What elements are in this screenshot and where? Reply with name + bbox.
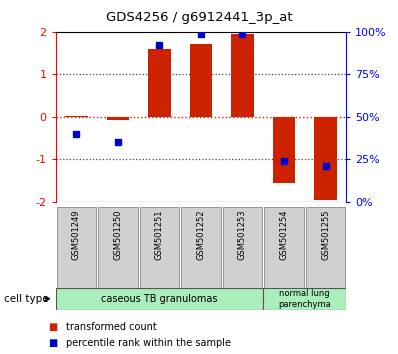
Bar bbox=[273, 117, 295, 183]
Bar bbox=[314, 117, 337, 200]
Text: caseous TB granulomas: caseous TB granulomas bbox=[101, 294, 218, 304]
FancyBboxPatch shape bbox=[140, 207, 179, 288]
Bar bbox=[107, 117, 129, 120]
Text: GSM501255: GSM501255 bbox=[321, 210, 330, 260]
FancyBboxPatch shape bbox=[306, 207, 345, 288]
Bar bbox=[189, 44, 213, 117]
Text: transformed count: transformed count bbox=[66, 322, 156, 332]
Bar bbox=[231, 34, 254, 117]
FancyBboxPatch shape bbox=[264, 207, 304, 288]
FancyBboxPatch shape bbox=[181, 207, 221, 288]
Text: GDS4256 / g6912441_3p_at: GDS4256 / g6912441_3p_at bbox=[106, 11, 292, 24]
Text: GSM501249: GSM501249 bbox=[72, 210, 81, 260]
FancyBboxPatch shape bbox=[57, 207, 96, 288]
FancyBboxPatch shape bbox=[263, 288, 346, 310]
Text: percentile rank within the sample: percentile rank within the sample bbox=[66, 338, 231, 348]
Text: normal lung
parenchyma: normal lung parenchyma bbox=[278, 289, 331, 309]
Bar bbox=[65, 116, 88, 117]
Text: GSM501250: GSM501250 bbox=[113, 210, 123, 260]
Text: GSM501253: GSM501253 bbox=[238, 210, 247, 260]
FancyBboxPatch shape bbox=[222, 207, 262, 288]
Text: ■: ■ bbox=[48, 322, 57, 332]
Text: GSM501251: GSM501251 bbox=[155, 210, 164, 260]
Bar bbox=[148, 49, 171, 117]
Text: ■: ■ bbox=[48, 338, 57, 348]
Text: cell type: cell type bbox=[4, 294, 49, 304]
Text: GSM501254: GSM501254 bbox=[279, 210, 289, 260]
Text: GSM501252: GSM501252 bbox=[197, 210, 205, 260]
FancyBboxPatch shape bbox=[56, 288, 263, 310]
FancyBboxPatch shape bbox=[98, 207, 138, 288]
